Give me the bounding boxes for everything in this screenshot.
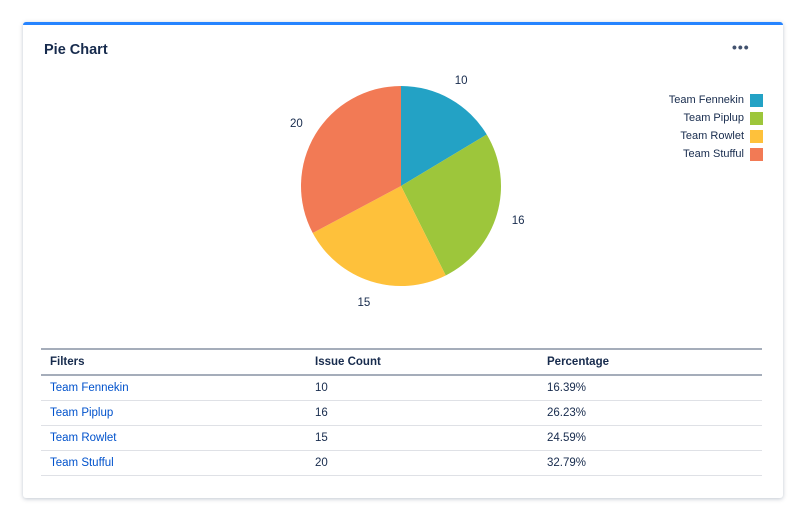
pie-slice-team-stufful[interactable] — [300, 86, 401, 233]
pie-chart: 10 16 15 20 — [290, 75, 525, 309]
legend-item[interactable]: Team Fennekin — [669, 91, 763, 109]
percentage: 16.39% — [538, 375, 762, 401]
more-options-icon[interactable]: ••• — [732, 39, 750, 55]
legend-swatch — [750, 129, 763, 143]
legend-item[interactable]: Team Piplup — [669, 109, 763, 127]
table-row: Team Fennekin 10 16.39% — [41, 375, 762, 401]
table-row: Team Rowlet 15 24.59% — [41, 425, 762, 451]
issue-count: 10 — [306, 375, 538, 401]
table-row: Team Piplup 16 26.23% — [41, 400, 762, 426]
percentage: 32.79% — [538, 450, 762, 476]
slice-data-label: 16 — [512, 215, 525, 227]
legend-label: Team Fennekin — [668, 94, 744, 106]
filter-link[interactable]: Team Stufful — [50, 457, 114, 469]
issue-count: 16 — [306, 400, 538, 426]
chart-legend: Team Fennekin Team Piplup Team Rowlet Team … — [669, 91, 763, 163]
legend-label: Team Rowlet — [680, 130, 744, 142]
percentage: 26.23% — [538, 400, 762, 426]
legend-label: Team Stufful — [683, 148, 744, 160]
legend-swatch — [750, 111, 763, 125]
filter-link[interactable]: Team Rowlet — [50, 432, 117, 444]
legend-label: Team Piplup — [683, 112, 744, 124]
column-header-percentage: Percentage — [538, 348, 762, 376]
filter-link[interactable]: Team Fennekin — [50, 382, 129, 394]
legend-item[interactable]: Team Stufful — [669, 145, 763, 163]
slice-data-label: 15 — [357, 297, 370, 309]
data-table: Filters Issue Count Percentage Team Fenn… — [41, 348, 762, 476]
column-header-filters: Filters — [41, 348, 306, 376]
legend-swatch — [750, 147, 763, 161]
gadget-title: Pie Chart — [44, 42, 108, 58]
legend-item[interactable]: Team Rowlet — [669, 127, 763, 145]
slice-data-label: 10 — [455, 75, 468, 87]
legend-swatch — [750, 93, 763, 107]
issue-count: 15 — [306, 425, 538, 451]
pie-slice-team-fennekin[interactable] — [401, 86, 487, 186]
pie-chart-gadget: Pie Chart ••• 10 16 15 20 Team Fennekin Team… — [23, 22, 783, 498]
table-row: Team Stufful 20 32.79% — [41, 450, 762, 476]
filter-link[interactable]: Team Piplup — [50, 407, 114, 419]
pie-slice-team-piplup[interactable] — [401, 134, 501, 276]
pie-slice-team-rowlet[interactable] — [312, 186, 446, 287]
issue-count: 20 — [306, 450, 538, 476]
slice-data-label: 20 — [290, 118, 303, 130]
percentage: 24.59% — [538, 425, 762, 451]
column-header-issue-count: Issue Count — [306, 348, 538, 376]
